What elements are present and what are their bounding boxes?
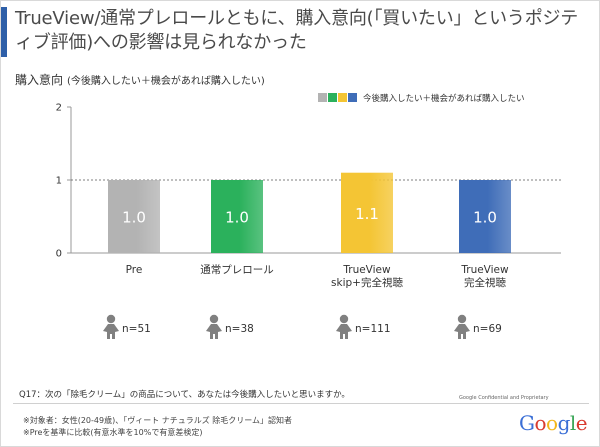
- bar-value-label: 1.0: [122, 209, 146, 227]
- category-label: 完全視聴: [464, 276, 506, 289]
- legend-swatch: [348, 93, 357, 102]
- category-label: Pre: [126, 264, 143, 276]
- legend-swatch: [328, 93, 337, 102]
- sample-size-label: n=69: [473, 323, 502, 335]
- person-icon: [336, 314, 352, 339]
- google-logo: Google: [519, 411, 588, 435]
- bar: [211, 180, 263, 253]
- question-note: Q17：次の「除毛クリーム」の商品について、あなたは今後購入したいと思いますか。: [19, 390, 350, 400]
- y-tick-label: 2: [56, 103, 62, 114]
- person-icon: [454, 314, 470, 339]
- category-label: TrueView: [342, 264, 391, 276]
- person-icon: [103, 314, 119, 339]
- category-label: skip+完全視聴: [331, 276, 403, 289]
- bar-value-label: 1.0: [225, 209, 249, 227]
- logo-letter: e: [575, 411, 588, 435]
- confidential-notice: Google Confidential and Proprietary: [459, 395, 549, 401]
- sample-size-label: n=111: [355, 323, 391, 335]
- slide-title: TrueView/通常プレロールともに、購入意向(「買いたい」というポジティブ評…: [15, 8, 579, 53]
- logo-letter: G: [519, 411, 535, 435]
- legend-label: 今後購入したい＋機会があれば購入したい: [363, 93, 525, 104]
- chart-subtitle: (今後購入したい＋機会があれば購入したい): [67, 76, 265, 87]
- sample-size-label: n=38: [225, 323, 254, 335]
- y-tick-label: 1: [56, 176, 62, 187]
- logo-letter: o: [546, 411, 558, 435]
- logo-letter: l: [569, 411, 576, 435]
- chart-title: 購入意向 (今後購入したい＋機会があれば購入したい): [15, 71, 265, 88]
- chart-title-main: 購入意向: [15, 73, 64, 87]
- footnote-method: ※Preを基準に比較(有意水準を10%で有意差検定): [23, 428, 203, 437]
- category-label: 通常プレロール: [200, 263, 274, 276]
- bar: [341, 172, 393, 253]
- legend-swatch: [318, 93, 327, 102]
- logo-letter: g: [557, 411, 571, 435]
- y-tick-label: 0: [56, 249, 62, 260]
- legend-swatch: [338, 93, 347, 102]
- bar: [108, 180, 160, 253]
- logo-letter: o: [534, 411, 547, 435]
- title-accent-bar: [1, 7, 7, 57]
- person-icon: [206, 314, 222, 339]
- footer-divider: [13, 403, 589, 404]
- category-label: TrueView: [460, 264, 509, 276]
- bar: [459, 180, 511, 253]
- bar-value-label: 1.0: [473, 209, 497, 227]
- sample-size-label: n=51: [122, 323, 151, 335]
- bar-value-label: 1.1: [355, 205, 379, 223]
- footnote-target: ※対象者：女性(20-49歳)、「ヴィート ナチュラルズ 除毛クリーム」認知者: [23, 416, 293, 425]
